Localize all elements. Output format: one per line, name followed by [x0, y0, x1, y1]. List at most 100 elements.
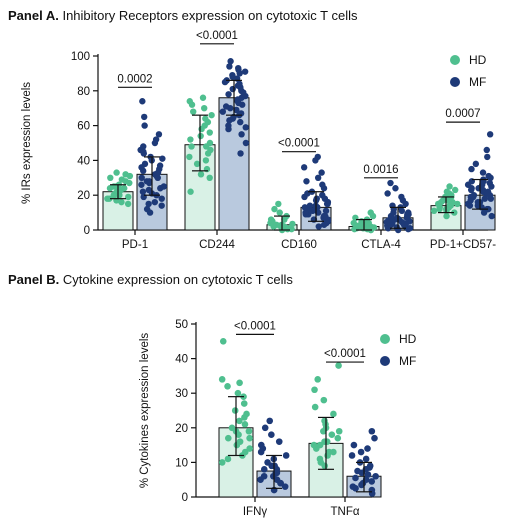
data-point-mf	[237, 118, 244, 126]
data-point-hd	[245, 427, 253, 435]
data-point-hd	[224, 434, 232, 442]
y-tick-label: 0	[182, 492, 188, 504]
data-point-mf	[398, 193, 405, 201]
data-point-hd	[241, 448, 249, 456]
panel-a-chart: 0 20 40 60 80 100 % IRs expression levels PD-1 0…	[21, 30, 496, 251]
data-point-hd	[124, 200, 132, 208]
data-point-mf	[486, 131, 494, 138]
data-point-hd	[316, 441, 324, 449]
y-axis-label: % Cytokines expression levels	[139, 333, 151, 489]
data-point-hd	[367, 209, 374, 216]
data-point-mf	[324, 198, 332, 206]
panel-b-heading: Cytokine expression on cytotoxic T cells	[62, 272, 293, 287]
data-point-mf	[234, 96, 241, 103]
data-point-mf	[364, 471, 372, 478]
data-point-mf	[466, 202, 474, 209]
data-point-hd	[218, 459, 226, 466]
data-point-mf	[145, 186, 153, 194]
data-point-mf	[275, 438, 283, 445]
y-tick-label: 50	[175, 319, 188, 331]
data-point-mf	[322, 207, 330, 215]
data-point-mf	[155, 131, 163, 138]
legend-marker-mf	[380, 356, 390, 366]
data-point-mf	[158, 202, 165, 209]
data-point-hd	[439, 197, 447, 204]
x-tick-label: PD-1	[122, 239, 148, 251]
y-tick-label: 10	[175, 457, 188, 469]
x-tick-label: CTLA-4	[361, 239, 401, 251]
legend-label-mf: MF	[469, 75, 486, 89]
data-point-hd	[355, 222, 362, 229]
data-point-mf	[152, 136, 160, 143]
data-point-mf	[314, 153, 321, 161]
data-point-mf	[357, 448, 365, 456]
panel-a-label: Panel A.	[8, 8, 59, 23]
data-point-hd	[118, 198, 125, 206]
data-point-hd	[208, 111, 215, 119]
data-point-hd	[224, 382, 231, 390]
data-point-mf	[146, 179, 153, 187]
x-tick-label: CD160	[281, 239, 317, 251]
y-tick-label: 0	[84, 225, 90, 237]
data-point-hd	[203, 143, 210, 150]
data-point-mf	[282, 452, 290, 459]
data-point-hd	[276, 209, 283, 216]
data-point-hd	[113, 169, 120, 176]
data-point-mf	[362, 455, 370, 463]
data-point-hd	[445, 204, 453, 211]
data-point-hd	[320, 396, 328, 404]
data-point-hd	[311, 386, 318, 394]
data-point-mf	[485, 205, 492, 213]
data-point-mf	[348, 452, 356, 459]
y-tick-label: 60	[77, 121, 90, 133]
data-point-hd	[330, 410, 337, 418]
data-point-hd	[206, 174, 213, 181]
data-point-hd	[202, 115, 209, 122]
x-tick-label: IFNγ	[243, 506, 268, 518]
data-point-mf	[225, 122, 232, 129]
data-point-hd	[236, 379, 243, 387]
data-point-mf	[300, 164, 308, 171]
p-value-label: 0.0016	[363, 164, 398, 176]
data-point-hd	[443, 212, 450, 220]
data-point-mf	[314, 174, 322, 181]
data-point-mf	[160, 183, 168, 190]
data-point-hd	[311, 403, 319, 411]
data-point-mf	[234, 82, 242, 89]
p-value-label: 0.0002	[117, 73, 152, 85]
legend-marker-mf	[450, 77, 460, 87]
data-point-mf	[319, 181, 326, 188]
data-point-hd	[430, 207, 438, 215]
data-point-hd	[218, 376, 226, 383]
data-point-mf	[260, 472, 268, 480]
panel-a-heading: Inhibitory Receptors expression on cytot…	[62, 8, 358, 23]
data-point-hd	[335, 427, 343, 435]
data-point-hd	[206, 129, 213, 136]
data-point-mf	[140, 148, 147, 155]
x-tick-label: TNFα	[330, 506, 359, 518]
data-point-hd	[107, 174, 114, 181]
data-point-hd	[451, 209, 458, 216]
y-tick-label: 30	[175, 388, 188, 400]
data-point-mf	[277, 479, 284, 487]
y-tick-label: 40	[175, 354, 188, 366]
data-point-mf	[158, 195, 165, 202]
data-point-mf	[364, 445, 371, 452]
legend-marker-hd	[380, 334, 390, 344]
data-point-hd	[446, 183, 453, 190]
data-point-hd	[443, 188, 451, 195]
data-point-hd	[243, 410, 250, 418]
data-point-hd	[364, 225, 371, 233]
data-point-mf	[139, 98, 146, 105]
data-point-hd	[224, 455, 232, 463]
data-point-mf	[151, 198, 159, 206]
data-point-mf	[354, 467, 361, 475]
x-tick-label: CD244	[199, 239, 235, 251]
data-point-hd	[219, 338, 227, 345]
data-point-mf	[233, 106, 240, 114]
data-point-mf	[387, 179, 394, 187]
data-point-mf	[371, 434, 378, 442]
data-point-mf	[368, 478, 376, 485]
data-point-mf	[301, 204, 309, 211]
